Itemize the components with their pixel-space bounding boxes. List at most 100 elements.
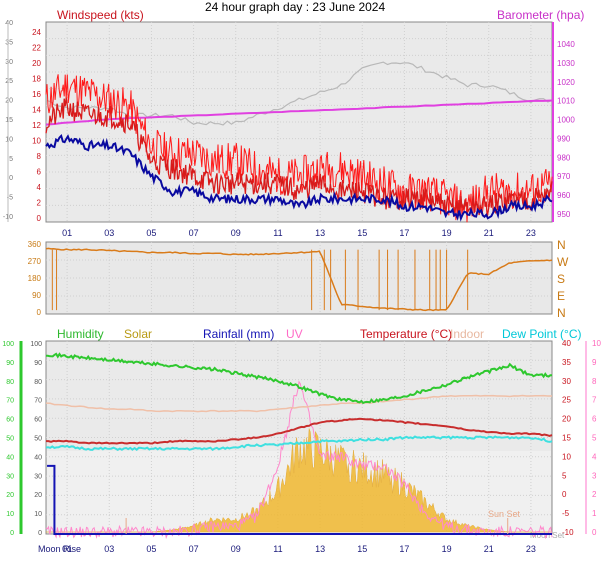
hour-tick-label-bottom: 03 (104, 544, 114, 554)
uv-tick-label: 8 (592, 377, 597, 386)
humidity-tick-label: 50 (6, 436, 14, 443)
hour-tick-label-bottom: 09 (231, 544, 241, 554)
temperature-tick-label: 30 (562, 377, 571, 386)
humidity-tick-label: 0 (10, 530, 14, 537)
temperature-line (46, 417, 553, 445)
wind-tick-label: 4 (37, 183, 42, 192)
compass-label: E (557, 289, 565, 303)
barometer-axis-title: Barometer (hpa) (497, 8, 585, 22)
grey-trace-line (45, 61, 553, 126)
compass-label: S (557, 272, 565, 286)
wind-tick-label: 0 (37, 214, 42, 223)
average-wind-line (45, 134, 553, 222)
hour-tick-label-top: 09 (231, 228, 241, 238)
hour-tick-label-top: 23 (526, 228, 536, 238)
barometer-tick-label: 990 (557, 134, 571, 143)
indoor-label: Indoor (450, 327, 485, 341)
temperature-tick-label: -10 (562, 528, 574, 537)
far-left-tick-label: 0 (9, 175, 13, 182)
far-left-tick-label: 30 (5, 59, 13, 66)
barometer-tick-label: 1030 (557, 59, 575, 68)
compass-label: N (557, 306, 566, 320)
rainfall-label: Rainfall (mm) (203, 327, 275, 341)
wind-tick-label: 8 (37, 152, 42, 161)
barometer-tick-label: 1000 (557, 116, 575, 125)
far-left-tick-label: 40 (5, 20, 13, 27)
uv-line (45, 380, 553, 540)
humidity-tick-label: 30 (6, 473, 14, 480)
temperature-tick-label: 25 (562, 396, 571, 405)
humidity-tick-label: 60 (6, 417, 14, 424)
temperature-tick-label: 40 (562, 339, 571, 348)
barometer-tick-label: 970 (557, 172, 571, 181)
temperature-tick-label: 10 (562, 452, 571, 461)
hour-tick-label-top: 11 (273, 228, 282, 238)
hour-tick-label-top: 15 (357, 228, 367, 238)
solar-tick-label: 90 (34, 360, 42, 367)
solar-tick-label: 40 (34, 454, 42, 461)
hour-tick-label-bottom: 11 (273, 544, 282, 554)
hour-tick-label-bottom: 05 (146, 544, 156, 554)
wind-tick-label: 20 (32, 59, 41, 68)
dew-point-line (45, 435, 553, 452)
temperature-label: Temperature (°C) (360, 327, 453, 341)
moon-set-annotation: Moon Set (530, 531, 565, 540)
barometer-tick-label: 1040 (557, 40, 575, 49)
hour-tick-label-top: 03 (104, 228, 114, 238)
hour-tick-label-bottom: 15 (357, 544, 367, 554)
compass-label: N (557, 238, 566, 252)
hour-tick-label-bottom: 13 (315, 544, 325, 554)
uv-label: UV (286, 327, 303, 341)
hour-tick-label-bottom: 01 (62, 544, 72, 554)
solar-tick-label: 70 (34, 398, 42, 405)
humidity-tick-label: 100 (2, 341, 14, 348)
barometer-tick-label: 1010 (557, 97, 575, 106)
far-left-tick-label: 25 (5, 78, 13, 85)
wind-tick-label: 10 (32, 137, 41, 146)
solar-tick-label: 0 (38, 530, 42, 537)
uv-tick-label: 9 (592, 358, 597, 367)
hour-tick-label-top: 05 (146, 228, 156, 238)
temperature-tick-label: -5 (562, 509, 570, 518)
far-left-tick-label: -5 (7, 195, 13, 202)
wind-tick-label: 6 (37, 168, 42, 177)
humidity-line (45, 352, 552, 405)
wind-tick-label: 24 (32, 28, 41, 37)
barometer-line (45, 99, 553, 126)
humidity-tick-label: 40 (6, 454, 14, 461)
temperature-tick-label: 0 (562, 490, 567, 499)
temperature-tick-label: 5 (562, 471, 567, 480)
barometer-tick-label: 950 (557, 210, 571, 219)
uv-tick-label: 2 (592, 490, 597, 499)
wind-tick-label: 22 (32, 44, 41, 53)
solar-tick-label: 100 (30, 341, 42, 348)
uv-tick-label: 7 (592, 396, 597, 405)
humidity-tick-label: 80 (6, 379, 14, 386)
hour-tick-label-top: 07 (189, 228, 199, 238)
solar-tick-label: 30 (34, 473, 42, 480)
wind-tick-label: 16 (32, 90, 41, 99)
barometer-tick-label: 1020 (557, 78, 575, 87)
humidity-tick-label: 10 (6, 511, 14, 518)
hour-tick-label-top: 13 (315, 228, 325, 238)
dew-point-label: Dew Point (°C) (502, 327, 582, 341)
temperature-tick-label: 20 (562, 415, 571, 424)
solar-tick-label: 10 (34, 511, 42, 518)
uv-tick-label: 6 (592, 415, 597, 424)
far-left-tick-label: 10 (5, 136, 13, 143)
far-left-tick-label: 20 (5, 98, 13, 105)
barometer-tick-label: 980 (557, 153, 571, 162)
rainfall-line (47, 464, 552, 535)
uv-tick-label: 0 (592, 528, 597, 537)
hour-tick-label-bottom: 21 (484, 544, 494, 554)
humidity-label: Humidity (57, 327, 104, 341)
hour-tick-label-bottom: 17 (399, 544, 409, 554)
uv-tick-label: 1 (592, 509, 597, 518)
humidity-tick-label: 70 (6, 398, 14, 405)
barometer-tick-label: 960 (557, 191, 571, 200)
uv-tick-label: 4 (592, 452, 597, 461)
solar-tick-label: 50 (34, 436, 42, 443)
hour-tick-label-bottom: 19 (442, 544, 452, 554)
far-left-tick-label: 5 (9, 156, 13, 163)
